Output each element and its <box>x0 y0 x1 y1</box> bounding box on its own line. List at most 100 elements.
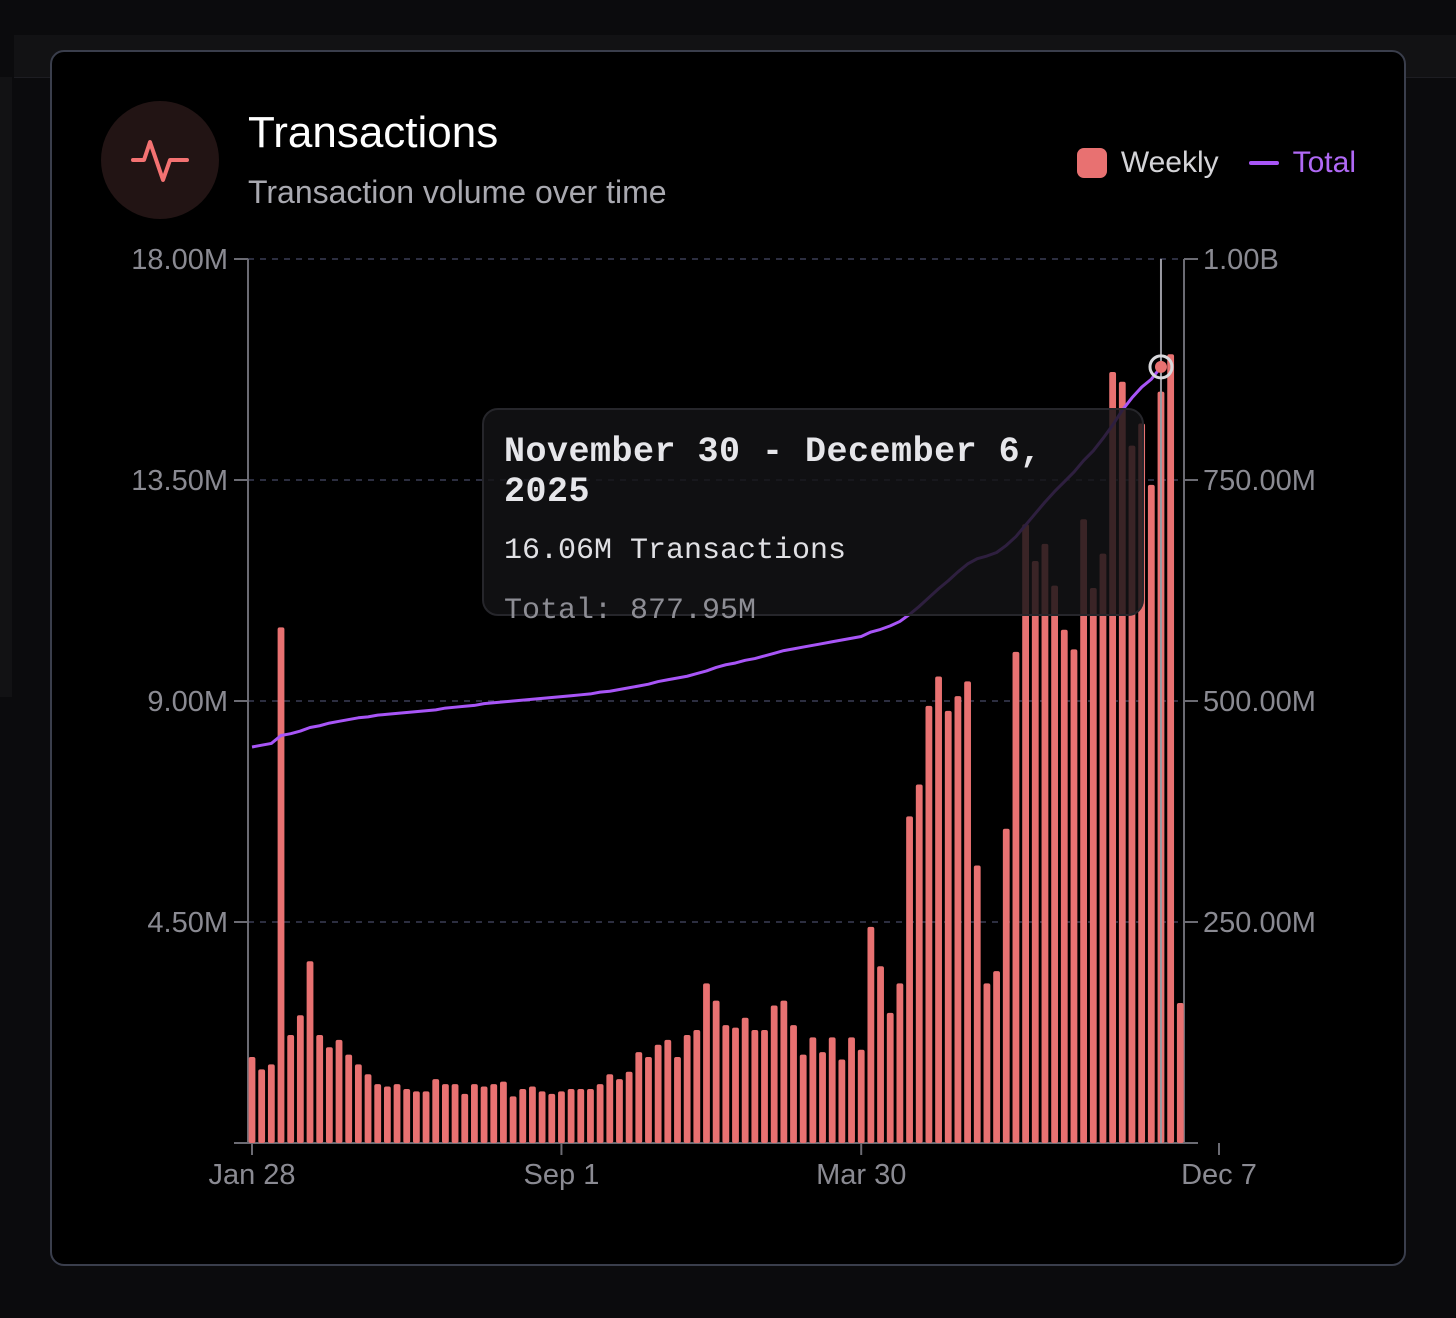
bar-weekly <box>606 1074 614 1143</box>
y-right-tick-label: 1.00B <box>1203 244 1279 276</box>
bar-weekly <box>732 1027 739 1143</box>
bar-weekly <box>277 627 285 1143</box>
bar-weekly <box>567 1088 575 1143</box>
background-panel <box>0 77 12 697</box>
bar-weekly <box>1080 519 1088 1143</box>
bar-weekly <box>674 1057 681 1143</box>
bar-weekly <box>364 1074 372 1143</box>
bar-weekly <box>819 1052 826 1143</box>
bar-weekly <box>654 1044 662 1143</box>
bar-weekly <box>1167 354 1175 1144</box>
x-tick-label: Dec 7 <box>1181 1159 1257 1191</box>
bar-weekly <box>964 681 971 1143</box>
bar-weekly <box>857 1049 865 1143</box>
bar-weekly <box>683 1034 691 1143</box>
bar-weekly <box>354 1064 362 1143</box>
bar-weekly <box>480 1086 488 1143</box>
bar-weekly <box>509 1096 517 1143</box>
y-left-tick-label: 18.00M <box>131 244 228 276</box>
y-right-tick-label: 750.00M <box>1203 465 1316 497</box>
chart-subtitle: Transaction volume over time <box>248 174 667 210</box>
bar-weekly <box>529 1086 536 1143</box>
bar-weekly <box>587 1088 594 1143</box>
bar-weekly <box>596 1084 604 1143</box>
bar-weekly <box>316 1034 324 1143</box>
bar-weekly <box>712 1000 720 1143</box>
bar-weekly <box>296 1015 304 1143</box>
bar-weekly <box>345 1054 353 1143</box>
bar-weekly <box>1099 553 1107 1143</box>
bar-weekly <box>500 1081 507 1143</box>
bar-weekly <box>799 1054 807 1143</box>
bar-weekly <box>886 1012 894 1143</box>
bar-weekly <box>538 1091 546 1143</box>
bar-weekly <box>848 1037 855 1143</box>
bar-weekly <box>693 1030 701 1143</box>
bar-weekly <box>954 696 962 1143</box>
bar-weekly <box>267 1064 275 1143</box>
bar-weekly <box>519 1088 527 1143</box>
bar-weekly <box>616 1079 623 1143</box>
bar-weekly <box>374 1084 382 1143</box>
bar-weekly <box>935 676 942 1143</box>
bar-weekly <box>577 1088 585 1143</box>
chart-title: Transactions <box>248 108 499 157</box>
bar-weekly <box>1022 524 1029 1143</box>
x-tick-label: Jan 28 <box>208 1159 295 1191</box>
bar-weekly <box>703 983 710 1143</box>
bar-weekly <box>1147 484 1155 1143</box>
chart-tooltip: November 30 - December 6, 2025 16.06M Tr… <box>482 408 1144 628</box>
bar-weekly <box>1089 588 1097 1143</box>
tooltip-date: November 30 - December 6, 2025 <box>504 432 1042 512</box>
bar-weekly <box>790 1025 797 1143</box>
bar-weekly <box>1031 561 1039 1143</box>
bar-weekly <box>867 926 875 1143</box>
bar-weekly <box>325 1047 333 1143</box>
y-left-tick-label: 13.50M <box>131 465 228 497</box>
bar-weekly <box>403 1088 411 1143</box>
bar-weekly <box>471 1084 478 1143</box>
bar-weekly <box>393 1084 401 1143</box>
bar-weekly <box>645 1057 652 1143</box>
tooltip-total: Total: 877.95M <box>504 594 757 628</box>
legend-swatch-total <box>1248 161 1279 165</box>
bar-weekly <box>490 1084 498 1143</box>
bar-weekly <box>558 1091 565 1143</box>
bar-weekly <box>722 1025 730 1143</box>
bar-weekly <box>761 1030 768 1143</box>
legend-item-total[interactable]: Total <box>1248 146 1356 180</box>
bar-weekly <box>983 983 991 1143</box>
bar-weekly <box>442 1084 449 1143</box>
bar-weekly <box>906 816 913 1143</box>
bar-weekly <box>383 1086 391 1143</box>
chart-legend: Weekly Total <box>1076 146 1356 180</box>
bar-weekly <box>751 1030 759 1143</box>
bar-weekly <box>770 1005 778 1143</box>
bar-weekly <box>248 1057 256 1143</box>
bar-weekly <box>925 705 933 1143</box>
bar-weekly <box>1176 1003 1184 1143</box>
bar-weekly <box>809 1037 817 1143</box>
bar-weekly <box>1041 543 1049 1143</box>
bar-weekly <box>896 983 904 1143</box>
bar-weekly <box>838 1059 846 1143</box>
bar-weekly <box>993 971 1000 1143</box>
bar-weekly <box>625 1071 633 1143</box>
bar-weekly <box>1002 828 1010 1143</box>
x-tick-label: Sep 1 <box>524 1159 600 1191</box>
bar-weekly <box>461 1093 469 1143</box>
hover-point-ring <box>1148 354 1174 380</box>
bar-weekly <box>335 1039 343 1143</box>
bar-weekly <box>1070 649 1078 1143</box>
legend-item-weekly[interactable]: Weekly <box>1076 146 1219 180</box>
bar-weekly <box>741 1017 749 1143</box>
bar-weekly <box>258 1069 266 1143</box>
bar-weekly <box>451 1084 459 1143</box>
legend-label-total: Total <box>1292 146 1356 179</box>
y-right-tick-label: 500.00M <box>1203 686 1316 718</box>
bar-weekly <box>944 710 952 1143</box>
bar-weekly <box>828 1037 836 1143</box>
y-left-tick-label: 4.50M <box>147 907 228 939</box>
bar-weekly <box>1060 629 1068 1143</box>
